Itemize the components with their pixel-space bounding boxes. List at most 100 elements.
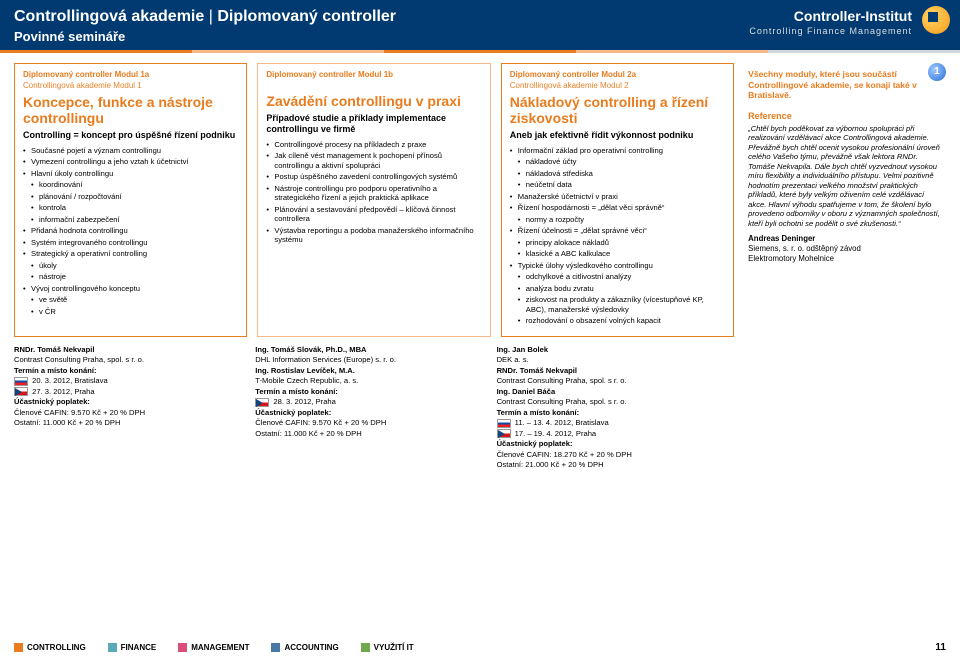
bullet-item: odchylkové a citlivostní analýzy — [510, 272, 725, 281]
lecturer-org: Contrast Consulting Praha, spol. s r. o. — [497, 397, 728, 406]
fee-label: Účastnický poplatek: — [255, 408, 486, 417]
module-number-badge: 1 — [928, 63, 946, 81]
brand-block: Controller-Institut Controlling Finance … — [749, 8, 912, 36]
session-date: 28. 3. 2012, Praha — [255, 397, 486, 407]
main-columns: Diplomovaný controller Modul 1aControlli… — [0, 53, 960, 337]
bullet-item: klasické a ABC kalkulace — [510, 249, 725, 258]
lecturer-org: Contrast Consulting Praha, spol. s r. o. — [497, 376, 728, 385]
bullet-item: informační zabezpečení — [23, 215, 238, 224]
module-tag: Diplomovaný controller Modul 1b — [266, 70, 481, 79]
lecturer-name: RNDr. Tomáš Nekvapil — [497, 366, 728, 375]
fee-member: Členové CAFIN: 18.270 Kč + 20 % DPH — [497, 450, 728, 459]
page-header: Controllingová akademie | Diplomovaný co… — [0, 0, 960, 50]
footer-category: CONTROLLING — [14, 643, 86, 652]
header-left: Controllingová akademie | Diplomovaný co… — [14, 8, 396, 44]
brand-name: Controller-Institut — [749, 8, 912, 24]
flag-sk-icon — [497, 419, 511, 428]
bullet-item: nákladová střediska — [510, 169, 725, 178]
lecturer-name: Ing. Daniel Báča — [497, 387, 728, 396]
session-block: Ing. Tomáš Slovák, Ph.D., MBADHL Informa… — [255, 345, 486, 471]
reference-heading: Reference — [748, 111, 942, 121]
module-subtag: Controllingová akademie Modul 1 — [23, 81, 238, 90]
lecturer-org: DEK a. s. — [497, 355, 728, 364]
reference-quote: „Chtěl bych poděkovat za výbornou spolup… — [748, 124, 942, 228]
fee-member: Členové CAFIN: 9.570 Kč + 20 % DPH — [255, 418, 486, 427]
bullet-item: v ČR — [23, 307, 238, 316]
lecturer-org: DHL Information Services (Europe) s. r. … — [255, 355, 486, 364]
module-bullets: Současné pojetí a význam controllingu Vym… — [23, 146, 238, 316]
category-color-icon — [361, 643, 370, 652]
fee-other: Ostatní: 11.000 Kč + 20 % DPH — [14, 418, 245, 427]
lecturer-org: Contrast Consulting Praha, spol. s r. o. — [14, 355, 245, 364]
fee-label: Účastnický poplatek: — [497, 439, 728, 448]
bullet-item: kontrola — [23, 203, 238, 212]
module-subtitle: Aneb jak efektivně řídit výkonnost podni… — [510, 130, 725, 141]
lecturer-name: Ing. Tomáš Slovák, Ph.D., MBA — [255, 345, 486, 354]
fee-other: Ostatní: 11.000 Kč + 20 % DPH — [255, 429, 486, 438]
module-bullets: Informační základ pro operativní control… — [510, 146, 725, 326]
bullet-item: Řízení hospodárnosti = „dělat věci správ… — [510, 203, 725, 212]
bullet-item: analýza bodu zvratu — [510, 284, 725, 293]
category-label: VYUŽITÍ IT — [374, 643, 414, 652]
bullet-item: Přidaná hodnota controllingu — [23, 226, 238, 235]
bullet-item: Postup úspěšného zavedení controllingový… — [266, 172, 481, 181]
venue-label: Termín a místo konání: — [497, 408, 728, 417]
flag-cz-icon — [255, 398, 269, 407]
category-label: ACCOUNTING — [284, 643, 338, 652]
module-card-1a: Diplomovaný controller Modul 1aControlli… — [14, 63, 247, 337]
fee-other: Ostatní: 21.000 Kč + 20 % DPH — [497, 460, 728, 469]
venue-label: Termín a místo konání: — [14, 366, 245, 375]
category-label: CONTROLLING — [27, 643, 86, 652]
bullet-item: úkoly — [23, 261, 238, 270]
page-number: 11 — [935, 642, 946, 653]
session-date: 11. – 13. 4. 2012, Bratislava — [497, 418, 728, 428]
bullet-item: Vymezení controllingu a jeho vztah k úče… — [23, 157, 238, 166]
footer-category: VYUŽITÍ IT — [361, 643, 414, 652]
bullet-item: neúčetní data — [510, 180, 725, 189]
session-block: Ing. Jan BolekDEK a. s.RNDr. Tomáš Nekva… — [497, 345, 728, 471]
fee-member: Členové CAFIN: 9.570 Kč + 20 % DPH — [14, 408, 245, 417]
bullet-item: normy a rozpočty — [510, 215, 725, 224]
bullet-item: Controllingové procesy na příkladech z p… — [266, 140, 481, 149]
category-label: FINANCE — [121, 643, 157, 652]
bullet-item: Strategický a operativní controlling — [23, 249, 238, 258]
info-column: 1Všechny moduly, které jsou součástí Con… — [744, 63, 946, 337]
footer-category: FINANCE — [108, 643, 157, 652]
bullet-item: nástroje — [23, 272, 238, 281]
module-subtitle: Controlling = koncept pro úspěšné řízení… — [23, 130, 238, 141]
venue-label: Termín a místo konání: — [255, 387, 486, 396]
lecturer-name: RNDr. Tomáš Nekvapil — [14, 345, 245, 354]
category-label: MANAGEMENT — [191, 643, 249, 652]
bottom-details: RNDr. Tomáš NekvapilContrast Consulting … — [0, 337, 960, 471]
header-subtitle: Povinné semináře — [14, 29, 396, 44]
fee-label: Účastnický poplatek: — [14, 397, 245, 406]
module-card-1b: Diplomovaný controller Modul 1b Zavádění … — [257, 63, 490, 337]
brand-subtitle: Controlling Finance Management — [749, 26, 912, 36]
bullet-item: ziskovost na produkty a zákazníky (víces… — [510, 295, 725, 314]
footer-category: ACCOUNTING — [271, 643, 338, 652]
module-bullets: Controllingové procesy na příkladech z p… — [266, 140, 481, 245]
footer-category: MANAGEMENT — [178, 643, 249, 652]
bullet-item: Typické úlohy výsledkového controllingu — [510, 261, 725, 270]
session-date: 27. 3. 2012, Praha — [14, 387, 245, 397]
bottom-filler — [738, 345, 946, 471]
module-title: Nákladový controlling a řízení ziskovost… — [510, 94, 725, 126]
flag-cz-icon — [497, 429, 511, 438]
flag-sk-icon — [14, 377, 28, 386]
category-color-icon — [108, 643, 117, 652]
session-block: RNDr. Tomáš NekvapilContrast Consulting … — [14, 345, 245, 471]
bullet-item: Jak cíleně vést management k pochopení p… — [266, 151, 481, 170]
brand-logo-icon — [922, 6, 950, 34]
header-title-b: Diplomovaný controller — [217, 8, 396, 25]
lecturer-org: T-Mobile Czech Republic, a. s. — [255, 376, 486, 385]
module-title: Zavádění controllingu v praxi — [266, 93, 481, 109]
accent-bar — [0, 50, 960, 53]
bullet-item: Plánování a sestavování předpovědí – klí… — [266, 205, 481, 224]
reference-signature: Andreas DeningerSiemens, s. r. o. odštěp… — [748, 234, 942, 263]
bullet-item: koordinování — [23, 180, 238, 189]
bullet-item: Současné pojetí a význam controllingu — [23, 146, 238, 155]
module-tag: Diplomovaný controller Modul 2a — [510, 70, 725, 79]
bullet-item: Hlavní úkoly controllingu — [23, 169, 238, 178]
bullet-item: Systém integrovaného controllingu — [23, 238, 238, 247]
category-color-icon — [271, 643, 280, 652]
